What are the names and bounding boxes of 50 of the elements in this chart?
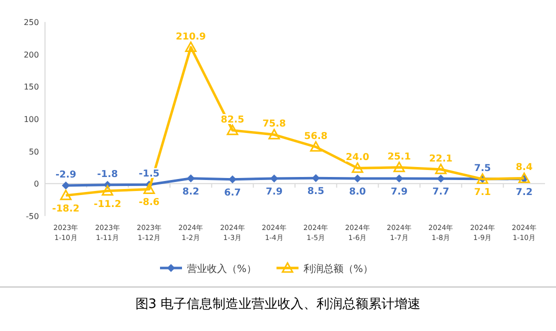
point	[352, 162, 364, 173]
data-label: -11.2	[94, 198, 122, 210]
point	[102, 185, 114, 196]
point	[62, 182, 70, 190]
y-tick-label: 200	[24, 50, 39, 60]
data-label: 7.9	[266, 186, 283, 198]
data-label: 22.1	[429, 153, 453, 164]
data-label: -8.6	[138, 197, 160, 208]
y-tick-label: 250	[24, 18, 39, 27]
y-tick-label: -50	[26, 212, 39, 221]
legend-label: 营业收入（%）	[187, 263, 257, 275]
data-label: -2.9	[55, 170, 76, 181]
point	[393, 162, 405, 172]
point	[270, 174, 278, 183]
data-label: 56.8	[304, 130, 328, 142]
point	[228, 175, 236, 184]
data-label: 7.9	[390, 186, 408, 198]
point	[354, 174, 362, 182]
text: 图3 电子信息制造业营业收入、利润总额累计增速	[135, 297, 421, 312]
y-tick-label: 100	[24, 115, 39, 124]
data-label: 7.2	[516, 187, 533, 198]
data-label: 8.0	[349, 186, 366, 198]
data-label: 7.5	[474, 162, 491, 174]
point	[60, 190, 72, 200]
point	[312, 174, 320, 182]
y-tick-label: 0	[34, 180, 39, 189]
point	[310, 141, 322, 152]
data-label: 8.2	[182, 186, 200, 198]
data-label: 25.1	[387, 151, 411, 162]
y-tick-label: 50	[28, 147, 39, 156]
data-label: 8.4	[516, 162, 533, 174]
data-label: 210.9	[176, 31, 206, 42]
data-label: 24.0	[346, 152, 370, 164]
y-tick-label: 150	[24, 82, 39, 92]
data-label: 6.7	[224, 187, 241, 198]
data-label: 7.7	[432, 186, 450, 198]
point	[185, 42, 197, 52]
point	[435, 164, 447, 174]
point	[268, 128, 280, 140]
data-label: -1.8	[97, 168, 118, 180]
legend-label: 利润总额（%）	[304, 263, 374, 275]
point	[436, 174, 445, 183]
data-label: -18.2	[52, 203, 80, 214]
point	[226, 124, 238, 136]
point	[186, 174, 195, 182]
data-label: 8.5	[307, 186, 324, 198]
data-label: 75.8	[262, 118, 286, 130]
point	[143, 183, 155, 194]
point	[518, 172, 530, 183]
data-label: 7.1	[474, 187, 491, 198]
